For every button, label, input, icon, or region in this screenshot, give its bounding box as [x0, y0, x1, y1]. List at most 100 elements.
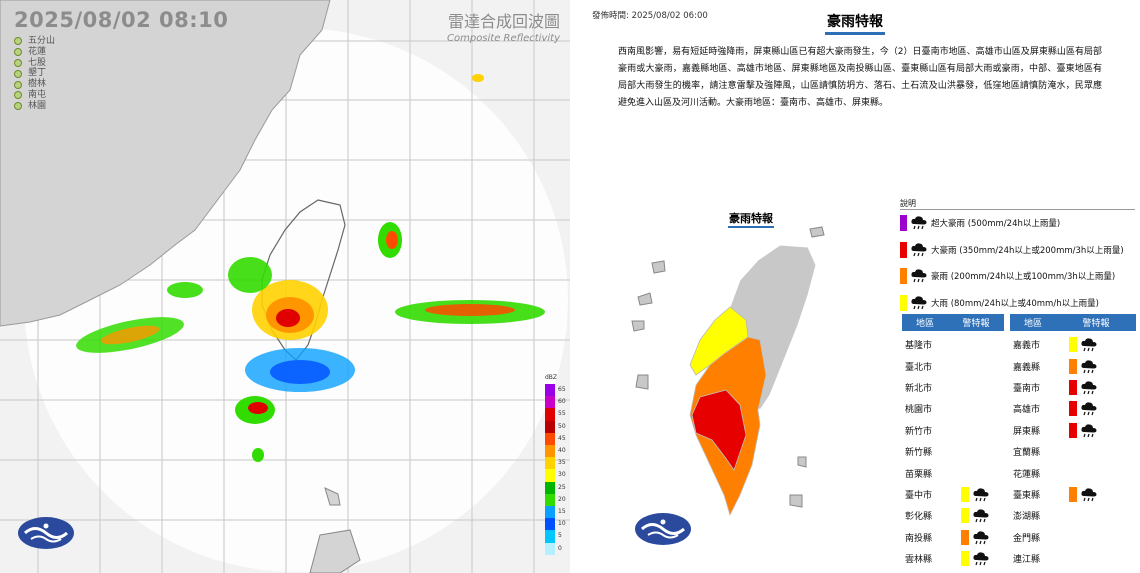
radar-station: 墾丁	[14, 68, 55, 79]
scale-color-segment	[545, 384, 555, 397]
radar-timestamp: 2025/08/02 08:10	[14, 8, 229, 32]
county-name: 南投縣	[905, 533, 933, 544]
rain-cloud-icon	[972, 530, 990, 545]
legend: 超大豪雨 (500mm/24h以上雨量) 大豪雨 (350mm/24h以上或200…	[900, 210, 1138, 316]
scale-color-segment	[545, 445, 555, 458]
radar-panel: 2025/08/02 08:10 雷達合成回波圖 Composite Refle…	[0, 0, 570, 573]
warning-level-swatch	[961, 508, 969, 524]
scale-label: 60	[558, 398, 566, 406]
county-row: 桃園市	[902, 398, 990, 419]
legend-item: 大雨 (80mm/24h以上或40mm/h以上雨量)	[900, 290, 1138, 317]
orchid-island-map	[789, 494, 803, 508]
radar-station: 五分山	[14, 36, 55, 47]
extremely-heavy-rain-icon	[910, 268, 928, 284]
region-torrential	[691, 389, 747, 471]
scale-label: 10	[558, 520, 566, 528]
station-marker-icon	[14, 58, 22, 67]
rain-cloud-icon	[1080, 487, 1098, 502]
legend-label: 大雨 (80mm/24h以上或40mm/h以上雨量)	[931, 298, 1099, 309]
scale-label: 65	[558, 386, 566, 393]
radar-station: 林園	[14, 101, 55, 112]
county-row: 屏東縣	[1010, 420, 1098, 441]
scale-color-segment	[545, 542, 555, 555]
matsu-islands	[651, 260, 666, 274]
extreme-rain-icon	[910, 215, 928, 231]
legend-swatch	[900, 294, 907, 311]
warning-level-swatch	[1069, 486, 1077, 502]
penghu-islands	[635, 374, 649, 390]
green-island-map	[797, 456, 807, 468]
scale-color-segment	[545, 396, 555, 409]
scale-color-segment	[545, 457, 555, 470]
scale-label: 5	[558, 532, 562, 540]
county-row: 澎湖縣	[1010, 505, 1098, 526]
scale-label: 35	[558, 459, 566, 467]
rain-cloud-icon	[1080, 380, 1098, 395]
scale-label: 50	[558, 422, 566, 430]
scale-label: 0	[558, 544, 562, 552]
legend-item: 大豪雨 (350mm/24h以上或200mm/3h以上雨量)	[900, 237, 1138, 264]
county-name: 花蓮縣	[1013, 469, 1041, 480]
legend-swatch	[900, 241, 907, 258]
scale-label: 25	[558, 483, 566, 491]
county-row: 臺中市	[902, 484, 990, 505]
scale-label: 40	[558, 447, 566, 454]
county-name: 臺南市	[1013, 383, 1041, 394]
scale-color-segment	[545, 518, 555, 531]
station-name: 南屯	[28, 89, 47, 100]
county-row: 臺南市	[1010, 377, 1098, 398]
county-name: 臺東縣	[1013, 490, 1041, 501]
rain-cloud-icon	[1080, 337, 1098, 352]
county-row: 臺東縣	[1010, 484, 1098, 505]
radar-map	[0, 0, 570, 573]
county-row: 金門縣	[1010, 527, 1098, 548]
rain-cloud-icon	[972, 487, 990, 502]
scale-color-segment	[545, 530, 555, 543]
county-row: 新竹縣	[902, 441, 990, 462]
warning-map	[631, 226, 825, 517]
warning-description: 西南風影響，易有短延時強降雨，屏東縣山區已有超大豪雨發生，今（2）日臺南市地區、…	[618, 47, 1102, 108]
county-name: 彰化縣	[905, 512, 933, 523]
rain-cloud-icon	[1080, 401, 1098, 416]
county-row: 彰化縣	[902, 505, 990, 526]
county-row: 新北市	[902, 377, 990, 398]
warning-level-swatch	[1069, 337, 1077, 353]
county-row: 南投縣	[902, 527, 990, 548]
warning-level-swatch	[961, 529, 969, 545]
radar-station: 花蓮	[14, 47, 55, 58]
cwa-logo	[17, 516, 75, 550]
heavy-rain-icon	[910, 295, 928, 311]
warning-title: 豪雨特報	[825, 11, 885, 35]
scale-color-segment	[545, 506, 555, 519]
kinmen-islands	[631, 320, 645, 332]
warning-level-swatch	[1069, 422, 1077, 438]
cwa-logo	[634, 512, 692, 546]
luzon-north	[309, 529, 361, 573]
warning-level-swatch	[961, 551, 969, 567]
county-row: 宜蘭縣	[1010, 441, 1098, 462]
county-name: 金門縣	[1013, 533, 1041, 544]
scale-label: 55	[558, 410, 566, 418]
scale-color-segment	[545, 493, 555, 506]
scale-label: 20	[558, 495, 566, 503]
radar-station: 樹林	[14, 79, 55, 90]
radar-echoes	[76, 74, 545, 462]
county-name: 桃園市	[905, 405, 933, 416]
legend-label: 超大豪雨 (500mm/24h以上雨量)	[931, 219, 1061, 230]
scale-label: 15	[558, 508, 566, 515]
torrential-rain-icon	[910, 242, 928, 258]
county-row: 嘉義縣	[1010, 355, 1098, 376]
station-marker-icon	[14, 69, 22, 78]
county-name: 高雄市	[1013, 405, 1041, 416]
warning-level-swatch	[1069, 358, 1077, 374]
legend-item: 豪雨 (200mm/24h以上或100mm/3h以上雨量)	[900, 263, 1138, 290]
header-area: 地區	[915, 319, 934, 329]
county-name: 連江縣	[1013, 555, 1041, 566]
county-row: 連江縣	[1010, 548, 1098, 569]
county-name: 新竹市	[905, 426, 933, 437]
scale-color-segment	[545, 432, 555, 445]
warning-level-swatch	[1069, 401, 1077, 417]
county-table-left: 基隆市 臺北市 新北市 桃園市 新竹市 新竹縣 苗栗縣 臺中市 彰化縣 南投縣 雲林縣	[902, 334, 990, 569]
rain-cloud-icon	[972, 551, 990, 566]
station-name: 林園	[28, 100, 47, 111]
